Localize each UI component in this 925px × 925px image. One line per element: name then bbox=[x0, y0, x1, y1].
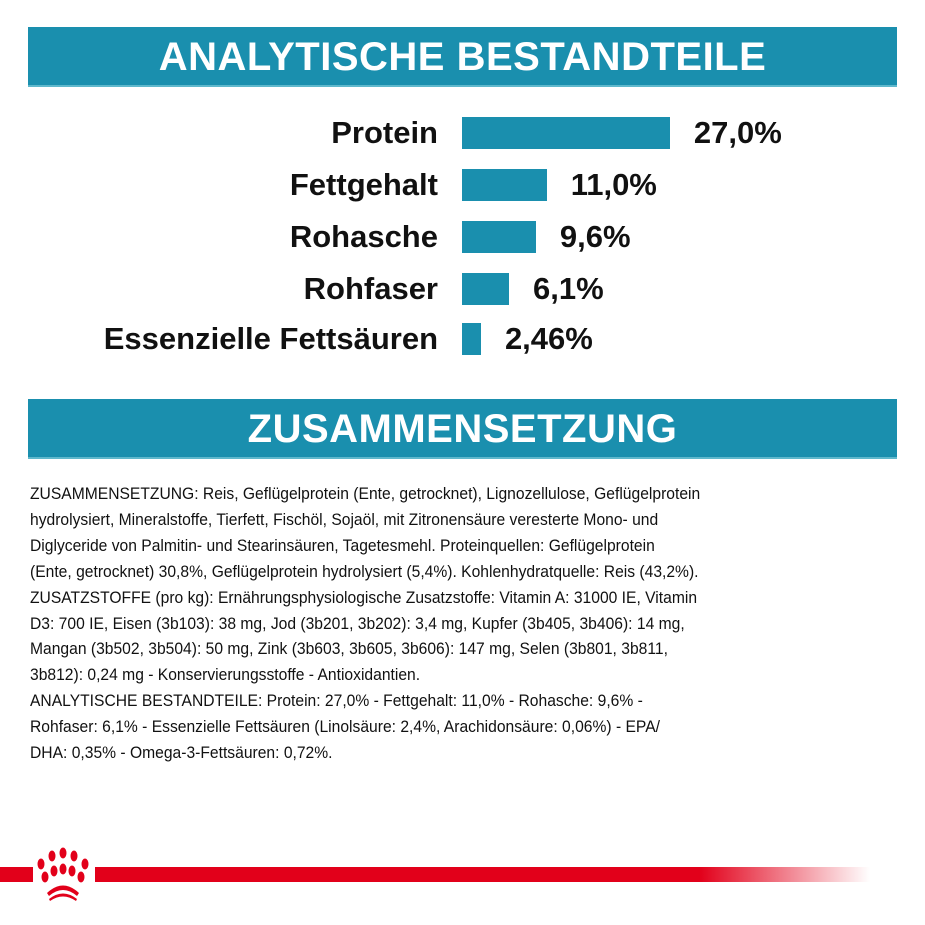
text-line: ANALYTISCHE BESTANDTEILE: Protein: 27,0%… bbox=[30, 691, 643, 711]
brand-footer bbox=[0, 847, 870, 901]
bar bbox=[462, 169, 547, 201]
text-line: (Ente, getrocknet) 30,8%, Geflügelprotei… bbox=[30, 561, 699, 581]
data-label: 27,0% bbox=[693, 115, 782, 150]
category-label: Rohfaser bbox=[303, 271, 438, 306]
category-label: Protein bbox=[331, 115, 438, 150]
bar bbox=[462, 273, 509, 305]
section-title: ANALYTISCHE BESTANDTEILE bbox=[158, 35, 767, 79]
data-label: 11,0% bbox=[570, 167, 657, 202]
royal-canin-paw-logo-icon bbox=[37, 847, 89, 901]
bar bbox=[462, 117, 670, 149]
bar bbox=[462, 323, 481, 355]
category-label: Rohasche bbox=[289, 219, 438, 254]
text-line: ZUSATZSTOFFE (pro kg): Ernährungsphysiol… bbox=[30, 587, 698, 607]
red-stripe bbox=[95, 867, 870, 882]
category-label: Fettgehalt bbox=[289, 167, 438, 202]
composition-text: ZUSAMMENSETZUNG: Reis, Geflügelprotein (… bbox=[30, 481, 758, 766]
text-line: 3b812): 0,24 mg - Konservierungsstoffe -… bbox=[30, 665, 421, 685]
text-line: Mangan (3b502, 3b504): 50 mg, Zink (3b60… bbox=[30, 639, 668, 659]
category-label: Essenzielle Fettsäuren bbox=[103, 321, 438, 356]
text-line: DHA: 0,35% - Omega-3-Fettsäuren: 0,72%. bbox=[30, 743, 333, 763]
analytical-constituents-banner: ANALYTISCHE BESTANDTEILE bbox=[28, 27, 897, 87]
bar bbox=[462, 221, 536, 253]
composition-banner: ZUSAMMENSETZUNG bbox=[28, 399, 897, 459]
data-label: 6,1% bbox=[532, 271, 604, 306]
data-label: 9,6% bbox=[559, 219, 631, 254]
text-line: Diglyceride von Palmitin- und Stearinsäu… bbox=[30, 535, 655, 555]
text-line: hydrolysiert, Mineralstoffe, Tierfett, F… bbox=[30, 509, 659, 529]
text-line: D3: 700 IE, Eisen (3b103): 38 mg, Jod (3… bbox=[30, 613, 685, 633]
text-line: ZUSAMMENSETZUNG: Reis, Geflügelprotein (… bbox=[30, 484, 701, 503]
data-label: 2,46% bbox=[504, 321, 593, 356]
section-title: ZUSAMMENSETZUNG bbox=[247, 407, 678, 451]
red-stripe bbox=[0, 867, 33, 882]
text-line: Rohfaser: 6,1% - Essenzielle Fettsäuren … bbox=[30, 717, 660, 737]
